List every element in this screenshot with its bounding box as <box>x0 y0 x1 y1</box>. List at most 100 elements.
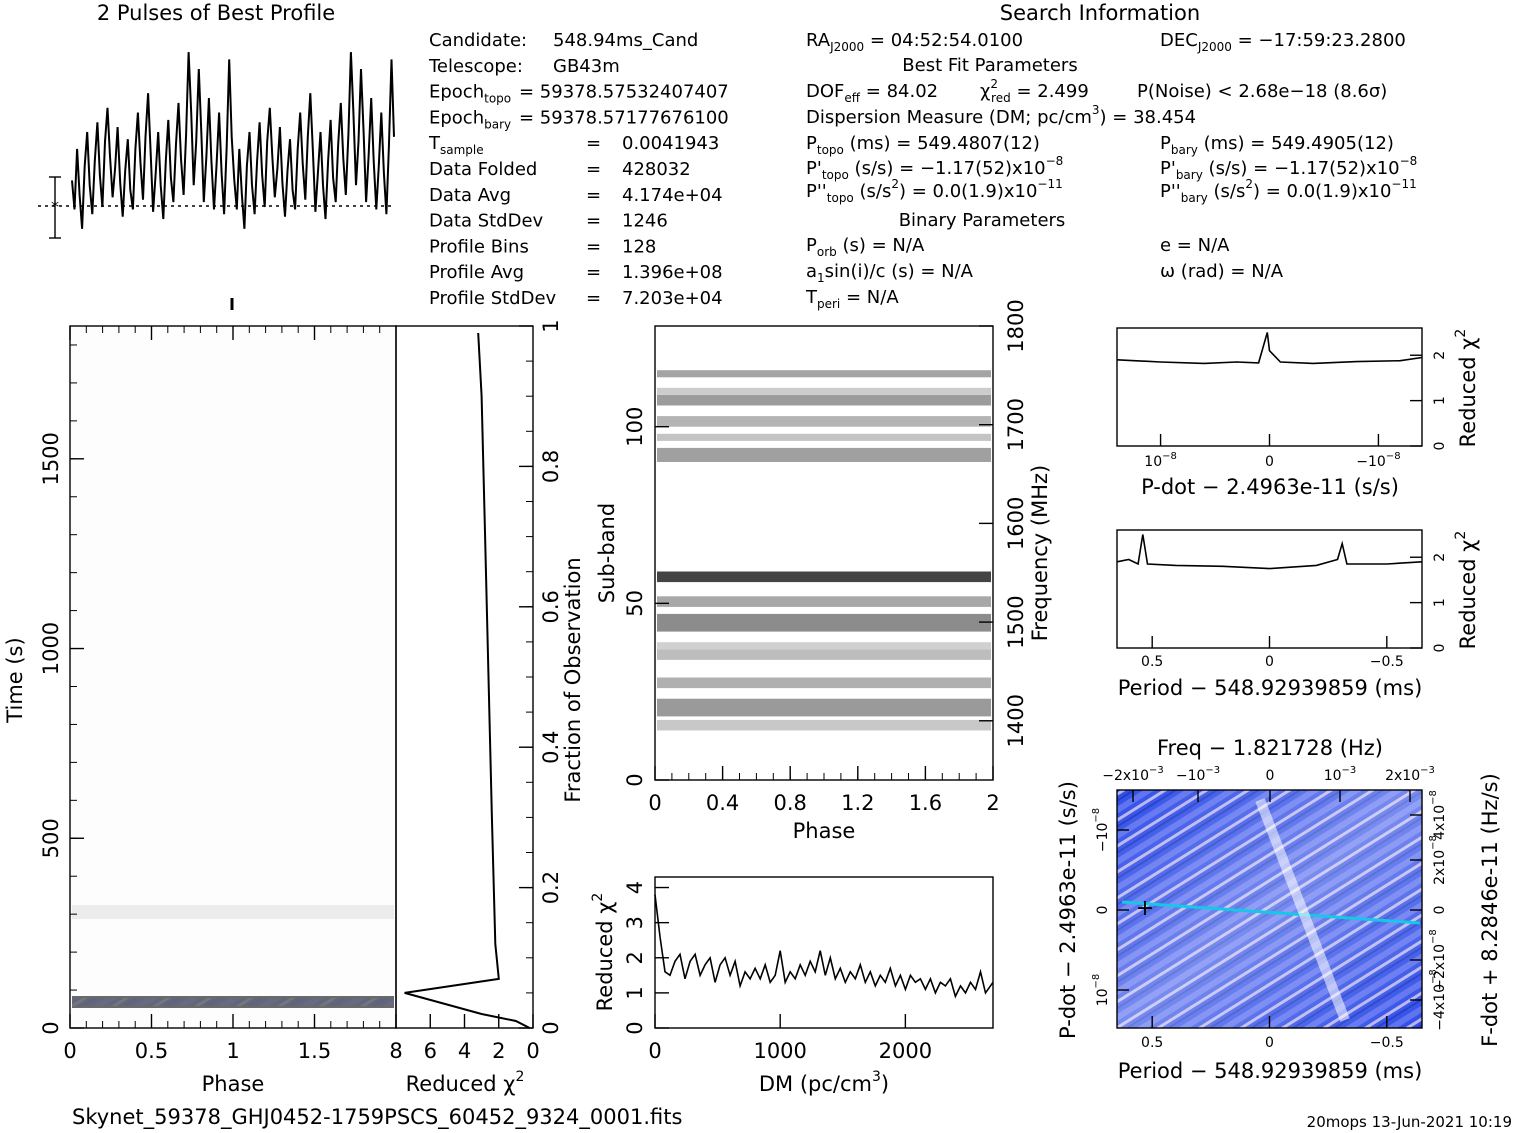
time-chi2-xtick-label: 4 <box>458 1039 471 1063</box>
pdot-ytick-label: 0 <box>1432 442 1448 451</box>
time-phase-ytick-label: 1500 <box>39 432 63 485</box>
subband-band <box>657 447 991 462</box>
ppdot-bright-streak <box>1255 798 1350 1022</box>
time-phase-ticks: 0 0.5 1 1.5 0 500 1000 1500 <box>39 326 381 1063</box>
time-chi2-ylabel: Fraction of Observation <box>561 557 585 802</box>
ecc-field: e = N/A <box>1160 235 1230 256</box>
subband-xtick-label: 1.2 <box>841 791 874 815</box>
candidate-row-label: Profile Bins <box>429 236 529 257</box>
candidate-row-label: Telescope: <box>428 56 523 77</box>
period-ytick-label: 1 <box>1432 598 1448 607</box>
best-fit-title: Best Fit Parameters <box>902 55 1077 76</box>
ppdot-ridge <box>1121 900 1421 925</box>
period-plot: 0.5 0 −0.5 0 1 2 Period − 548.92939859 (ms) R… <box>1116 529 1480 700</box>
subband-xtick-label: 0.8 <box>773 791 806 815</box>
candidate-row-value: 4.174e+04 <box>622 185 723 206</box>
binary-title: Binary Parameters <box>899 210 1066 231</box>
dm-xtick-label: 0 <box>648 1039 661 1063</box>
ppdot-best-marker: + <box>1136 896 1154 921</box>
pdot-line <box>1116 332 1423 365</box>
candidate-row-label: Candidate: <box>429 30 527 51</box>
dm-frame <box>654 876 994 1029</box>
candidate-row-label: Epochbary <box>429 107 511 131</box>
time-phase-plot: 0 0.5 1 1.5 0 500 1000 1500 Phase Time (s) <box>3 298 397 1096</box>
time-phase-xtick-label: 1.5 <box>298 1039 331 1063</box>
pddtopo-field: P''topo (s/s2) = 0.0(1.9)x10−11 <box>806 177 1063 205</box>
candidate-row-eq: = <box>586 288 601 309</box>
ppdot-rtick-label: 4x10−8 <box>1428 790 1448 840</box>
period-ytick-label: 0 <box>1432 644 1448 653</box>
subband-band <box>657 677 991 689</box>
subband-ytick-label: 0 <box>623 773 647 786</box>
ppdot-xlabel: Period − 548.92939859 (ms) <box>1118 1059 1423 1083</box>
subband-band <box>657 719 991 731</box>
ppdot-xtick-label: 0.5 <box>1141 1035 1163 1051</box>
subband-band <box>657 416 991 427</box>
candidate-row-label: Data StdDev <box>429 211 544 232</box>
ppdot-top-label: Freq − 1.821728 (Hz) <box>1157 736 1383 760</box>
pddbary-field: P''bary (s/s2) = 0.0(1.9)x10−11 <box>1160 177 1417 205</box>
subband-ytick2-label: 1500 <box>1004 595 1028 648</box>
candidate-row-label: Profile Avg <box>429 262 524 283</box>
ptopo-field: Ptopo (ms) = 549.4807(12) <box>806 133 1040 157</box>
time-chi2-xtick-label: 0 <box>526 1039 539 1063</box>
candidate-row-value: GB43m <box>553 56 620 77</box>
search-info: Search Information RAJ2000 = 04:52:54.01… <box>805 1 1417 311</box>
time-phase-ylabel: Time (s) <box>3 637 27 723</box>
time-chi2-ytick-label: 0.2 <box>539 871 563 904</box>
ppdot-top-tick-label: 0 <box>1266 768 1275 784</box>
subband-ticks: 0 0.4 0.8 1.2 1.6 2 0 50 100 1400 1500 1600 1700 1800 <box>623 299 1028 815</box>
subband-ytick-label: 100 <box>623 407 647 447</box>
dm-xtick-label: 2000 <box>879 1039 932 1063</box>
candidate-info: Candidate: 548.94ms_Cand Telescope: GB43m Ep… <box>428 30 729 309</box>
chi2-field: χ2 red = 2.499 <box>980 77 1089 105</box>
time-phase-ytick-label: 1000 <box>39 622 63 675</box>
pdot-ticks: 10−8 0 −10−8 0 1 2 <box>1144 351 1448 470</box>
time-chi2-ytick-label: 0.6 <box>539 590 563 623</box>
time-phase-bright-band-texture <box>72 998 394 1006</box>
pdot-xtick-label: 10−8 <box>1144 451 1177 470</box>
candidate-row-value: = 59378.57177676100 <box>519 107 729 128</box>
time-chi2-frame <box>395 325 534 1029</box>
candidate-row-value: 0.0041943 <box>622 133 719 154</box>
time-chi2-ytick-label: 1 <box>539 319 563 332</box>
dm-ytick-label: 0 <box>623 1021 647 1034</box>
candidate-row-value: = 59378.57532407407 <box>519 82 729 103</box>
candidate-row-value: 428032 <box>622 159 691 180</box>
time-chi2-xtick-label: 8 <box>389 1039 402 1063</box>
pdot-ytick-label: 2 <box>1432 351 1448 360</box>
pdot-plot: 10−8 0 −10−8 0 1 2 P-dot − 2.4963e-11 (s/s) R… <box>1116 327 1480 499</box>
ppdot-ytick-label: −10−8 <box>1091 808 1111 852</box>
dm-ytick-label: 3 <box>623 916 647 929</box>
filename: Skynet_59378_GHJ0452-1759PSCS_60452_9324… <box>72 1105 682 1130</box>
time-phase-ytick-label: 500 <box>39 818 63 858</box>
time-phase-xtick-label: 1 <box>226 1039 239 1063</box>
subband-band <box>657 642 991 650</box>
dm-field: Dispersion Measure (DM; pc/cm3) = 38.454 <box>806 103 1196 128</box>
subband-band <box>657 387 991 395</box>
subband-ytick2-label: 1600 <box>1004 497 1028 550</box>
time-phase-xtick-label: 0.5 <box>135 1039 168 1063</box>
dm-ylabel: Reduced χ2 <box>590 893 617 1012</box>
dm-ytick-label: 2 <box>623 951 647 964</box>
search-info-title: Search Information <box>1000 1 1200 25</box>
candidate-row-label: Epochtopo <box>429 82 511 106</box>
subband-ytick-label: 50 <box>623 590 647 617</box>
profile-mean-marker: * <box>51 197 59 216</box>
candidate-row-eq: = <box>586 211 601 232</box>
subband-xtick-label: 1.6 <box>909 791 942 815</box>
dm-ytick-label: 4 <box>623 881 647 894</box>
dm-xlabel: DM (pc/cm3) <box>759 1069 889 1096</box>
time-chi2-xtick-label: 6 <box>424 1039 437 1063</box>
subband-band <box>657 433 991 441</box>
pdbary-field: P'bary (s/s) = −1.17(52)x10−8 <box>1160 154 1417 182</box>
subband-freq-label: Frequency (MHz) <box>1028 465 1052 641</box>
profile-plot: * <box>38 52 395 239</box>
subband-band <box>657 698 991 717</box>
candidate-row-value: 548.94ms_Cand <box>553 30 698 51</box>
porb-field: Porb (s) = N/A <box>806 235 925 259</box>
omega-field: ω (rad) = N/A <box>1160 261 1284 282</box>
dec-field: DECJ2000 = −17:59:23.2800 <box>1160 30 1406 54</box>
candidate-row-eq: = <box>586 185 601 206</box>
